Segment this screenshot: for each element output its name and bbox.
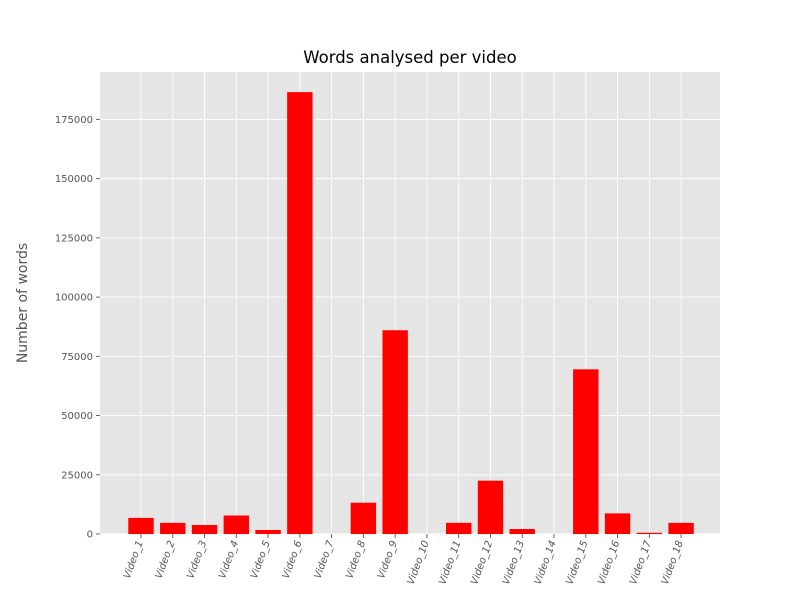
bar-video-9 xyxy=(382,330,408,534)
bar-video-13 xyxy=(509,529,535,534)
x-tick-label: Video_4 xyxy=(217,539,241,580)
bar-video-16 xyxy=(604,513,631,534)
bar-video-4 xyxy=(223,515,250,534)
bar-video-11 xyxy=(446,522,472,534)
x-tick-label: Video_15 xyxy=(565,539,591,586)
y-tick-label: 100000 xyxy=(55,293,93,304)
x-tick-label: Video_12 xyxy=(469,539,495,586)
x-tick-label: Video_6 xyxy=(281,539,305,580)
bar-video-5 xyxy=(255,529,281,534)
bar-video-18 xyxy=(668,522,694,534)
bar-video-2 xyxy=(160,522,186,534)
x-tick-label: Video_16 xyxy=(596,539,622,586)
bar-video-15 xyxy=(573,369,599,534)
x-tick-label: Video_14 xyxy=(533,539,559,586)
x-tick-label: Video_13 xyxy=(501,539,527,586)
x-tick-label: Video_5 xyxy=(249,539,273,580)
x-tick-label: Video_2 xyxy=(154,539,178,580)
x-tick-label: Video_17 xyxy=(628,539,654,587)
y-tick-label: 175000 xyxy=(55,115,93,126)
y-tick-label: 75000 xyxy=(61,352,93,363)
y-tick-label: 150000 xyxy=(55,174,93,185)
x-tick-label: Video_1 xyxy=(122,539,146,580)
y-tick-label: 50000 xyxy=(61,411,93,422)
x-tick-label: Video_18 xyxy=(660,539,686,586)
bar-video-17 xyxy=(636,532,663,534)
y-axis: 0 25000 50000 75000 100000 125000 150000 175000 xyxy=(55,115,100,541)
plot-area xyxy=(100,72,720,534)
bar-video-3 xyxy=(191,524,218,534)
bar-video-12 xyxy=(477,480,504,534)
bar-video-1 xyxy=(128,517,154,534)
x-tick-label: Video_11 xyxy=(437,539,463,586)
y-tick-label: 0 xyxy=(87,530,93,541)
x-tick-label: Video_3 xyxy=(185,539,209,580)
bar-video-6 xyxy=(287,92,313,534)
x-tick-label: Video_7 xyxy=(313,539,337,581)
x-axis: Video_1 Video_2 Video_3 Video_4 Video_5 Video… xyxy=(122,534,686,586)
y-tick-label: 25000 xyxy=(61,470,93,481)
bars xyxy=(128,92,694,534)
y-axis-title: Number of words xyxy=(15,243,31,363)
x-tick-label: Video_9 xyxy=(376,539,400,580)
y-tick-label: 125000 xyxy=(55,233,93,244)
bar-video-8 xyxy=(350,502,377,534)
x-tick-label: Video_10 xyxy=(406,539,432,586)
chart-title: Words analysed per video xyxy=(303,48,516,67)
x-tick-label: Video_8 xyxy=(344,539,368,580)
